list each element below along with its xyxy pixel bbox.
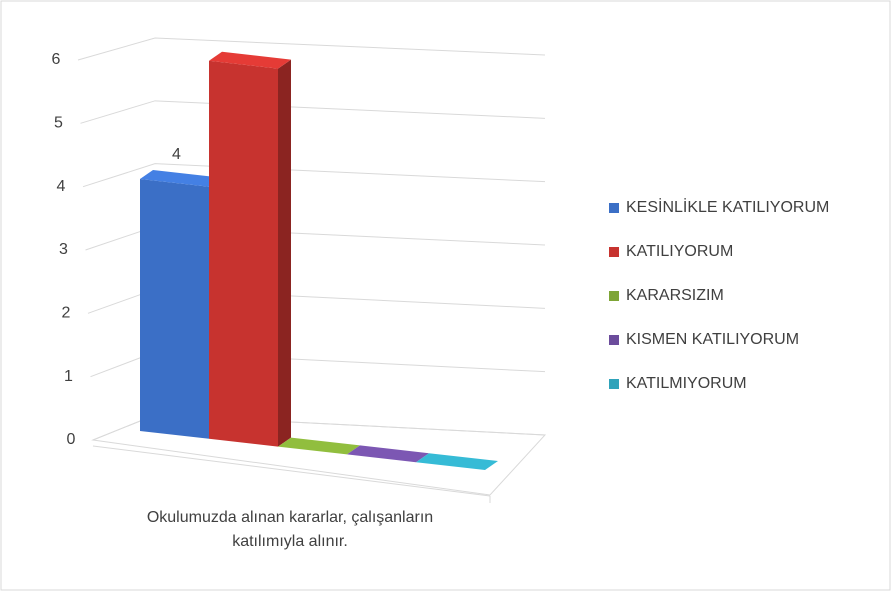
legend-label: KARARSIZIM [626,287,724,304]
grid-line [80,100,546,124]
grid-line [77,37,546,61]
bar-top [347,445,429,463]
data-label: 4 [172,146,181,163]
y-tick-label: 3 [59,241,68,258]
y-tick-label: 1 [64,368,73,385]
y-tick-label: 2 [62,305,71,322]
x-category-label: Okulumuzda alınan kararlar, çalışanların… [146,509,434,550]
legend-swatch [609,335,619,345]
y-tick-label: 5 [54,115,63,132]
legend-swatch [609,247,619,257]
bar-side [278,59,291,447]
bar [209,51,291,447]
bar-top [209,51,291,69]
legend-swatch [609,379,619,389]
bar-front [209,60,278,447]
bar [416,453,498,470]
bar-top [140,170,222,187]
bar-top [278,437,360,455]
legend-swatch [609,291,619,301]
bar [278,437,360,455]
y-tick-label: 0 [67,431,76,448]
legend-label: KATILIYORUM [626,243,733,260]
x-axis-line [92,445,491,497]
y-tick-label: 6 [52,51,61,68]
legend-label: KESİNLİKLE KATILIYORUM [626,197,829,216]
y-tick-label: 4 [57,178,66,195]
legend-label: KISMEN KATILIYORUM [626,331,799,348]
legend-label: KATILMIYORUM [626,375,747,392]
grid-line [82,163,546,188]
bar [347,445,429,463]
legend-swatch [609,203,619,213]
bar-top [416,453,498,470]
bar-front [140,179,209,439]
